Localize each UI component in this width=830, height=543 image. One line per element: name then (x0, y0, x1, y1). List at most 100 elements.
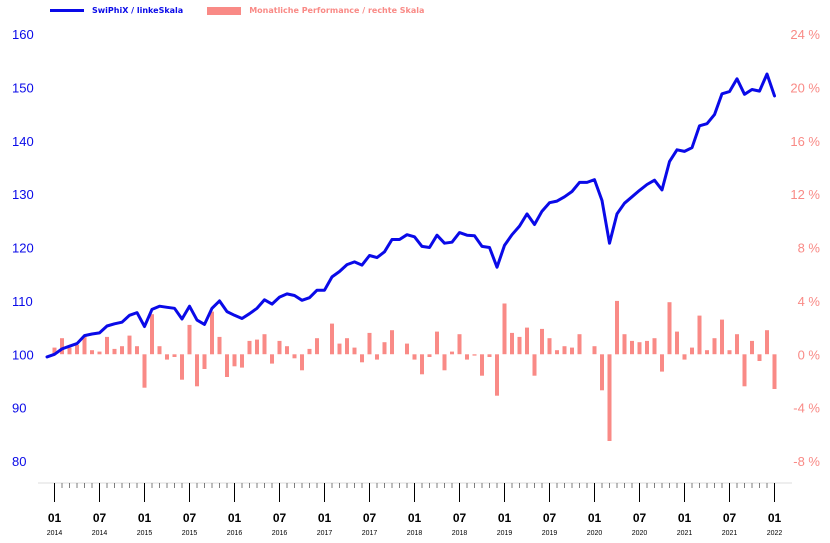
bar-2021-04 (705, 350, 709, 355)
x-tick-label-year: 2017 (317, 530, 333, 537)
bar-2015-02 (150, 314, 154, 355)
bar-2015-05 (172, 354, 177, 357)
bar-2014-03 (67, 347, 72, 355)
bar-2021-06 (720, 319, 724, 355)
x-tick-label-month: 07 (93, 511, 107, 525)
x-tick-label-month: 07 (453, 511, 467, 525)
bar-2018-12 (495, 354, 499, 396)
series-line-swiphix (45, 72, 776, 359)
right-tick-label--8: -8 % (793, 454, 820, 469)
right-tick-label--4: -4 % (793, 401, 820, 416)
bar-2021-10 (750, 340, 754, 355)
x-tick-label-month: 01 (138, 511, 152, 525)
x-tick-label-month: 01 (318, 511, 332, 525)
bar-2017-08 (375, 354, 379, 360)
x-tick-label-month: 01 (48, 511, 62, 525)
x-tick-label-year: 2020 (632, 530, 648, 537)
right-tick-label-8: 8 % (798, 241, 821, 256)
bar-2019-04 (525, 327, 529, 355)
bar-2016-02 (240, 354, 244, 368)
bar-2015-03 (157, 346, 162, 355)
x-tick-label-year: 2020 (587, 530, 603, 537)
x-tick-label-month: 01 (768, 511, 782, 525)
bar-2018-09 (472, 354, 477, 356)
x-axis: 01 2014 07 2014 01 2015 07 2015 01 2016 07 2016 01 20… (38, 482, 792, 537)
bar-2021-11 (757, 354, 762, 361)
bar-2016-06 (270, 354, 274, 364)
x-tick-label-year: 2019 (542, 530, 558, 537)
bar-2016-09 (292, 354, 297, 359)
x-tick-label-month: 01 (678, 511, 692, 525)
bar-2017-12 (405, 343, 409, 355)
x-tick-label-year: 2014 (92, 530, 108, 537)
bar-2014-11 (127, 335, 132, 355)
x-tick-label-year: 2015 (182, 530, 198, 537)
bar-2017-09 (382, 342, 387, 355)
bar-2018-08 (465, 354, 469, 360)
x-tick-label-month: 07 (363, 511, 377, 525)
x-tick-label-month: 01 (498, 511, 512, 525)
left-tick-label-160: 160 (12, 27, 34, 42)
bar-2015-01 (142, 354, 147, 388)
x-tick-label-month: 01 (228, 511, 242, 525)
bar-2019-08 (555, 350, 559, 355)
bar-2020-03 (607, 354, 612, 441)
x-tick-label-year: 2014 (47, 530, 63, 537)
bar-2021-07 (727, 350, 732, 355)
bar-2020-12 (675, 331, 679, 355)
bar-2019-03 (517, 336, 522, 355)
bar-2015-10 (210, 311, 214, 355)
x-tick-label-year: 2018 (407, 530, 423, 537)
bar-2014-04 (75, 344, 79, 355)
bar-2014-02 (60, 338, 64, 355)
line-series-layer (45, 72, 776, 359)
bar-2021-05 (712, 338, 717, 355)
x-tick-label-month: 07 (273, 511, 287, 525)
bar-2017-04 (345, 338, 349, 355)
right-tick-label-4: 4 % (798, 294, 821, 309)
legend: SwiPhiX / linkeSkala Monatliche Performa… (50, 6, 448, 15)
bar-2016-08 (285, 346, 289, 355)
left-tick-label-100: 100 (12, 347, 34, 362)
bar-2014-08 (105, 336, 109, 355)
legend-label-swiphix: SwiPhiX / linkeSkala (92, 6, 184, 15)
bar-2019-09 (562, 346, 567, 355)
bar-2016-07 (277, 340, 282, 355)
bar-2016-10 (300, 354, 304, 371)
x-tick-label-month: 07 (543, 511, 557, 525)
bar-2019-11 (577, 334, 582, 355)
bar-2019-10 (570, 347, 574, 355)
bar-2021-08 (735, 334, 739, 355)
bar-2014-06 (90, 350, 94, 355)
legend-item-performance: Monatliche Performance / rechte Skala (207, 6, 424, 15)
bar-2020-11 (667, 302, 672, 355)
bar-2020-10 (660, 354, 664, 372)
bar-2018-06 (450, 351, 454, 355)
bar-2019-07 (547, 338, 552, 355)
bar-2018-02 (420, 354, 424, 375)
right-axis: -8 % -4 % 0 % 4 % 8 % 12 % 16 % 20 % 24 % (790, 27, 820, 469)
bar-2016-12 (315, 338, 319, 355)
bar-2019-01 (502, 303, 507, 355)
x-tick-label-year: 2019 (497, 530, 513, 537)
bar-2020-01 (592, 346, 597, 355)
left-tick-label-110: 110 (12, 294, 33, 309)
x-tick-label-year: 2021 (722, 530, 738, 537)
right-tick-label-0: 0 % (798, 347, 821, 362)
bar-2014-10 (120, 346, 124, 355)
bar-2016-04 (255, 339, 259, 355)
bar-2021-03 (697, 315, 702, 355)
bar-2020-09 (652, 338, 657, 355)
bar-2021-12 (765, 330, 769, 355)
bar-series (52, 300, 777, 441)
x-tick-label-month: 07 (633, 511, 647, 525)
bar-2014-07 (97, 351, 102, 355)
bar-2014-05 (82, 335, 87, 355)
bar-2018-03 (427, 354, 432, 357)
bar-2020-08 (645, 340, 649, 355)
bar-2016-05 (262, 334, 267, 355)
x-tick-label-year: 2015 (137, 530, 153, 537)
right-tick-label-24: 24 % (790, 27, 820, 42)
right-tick-label-16: 16 % (790, 134, 820, 149)
bar-2018-11 (487, 354, 492, 357)
